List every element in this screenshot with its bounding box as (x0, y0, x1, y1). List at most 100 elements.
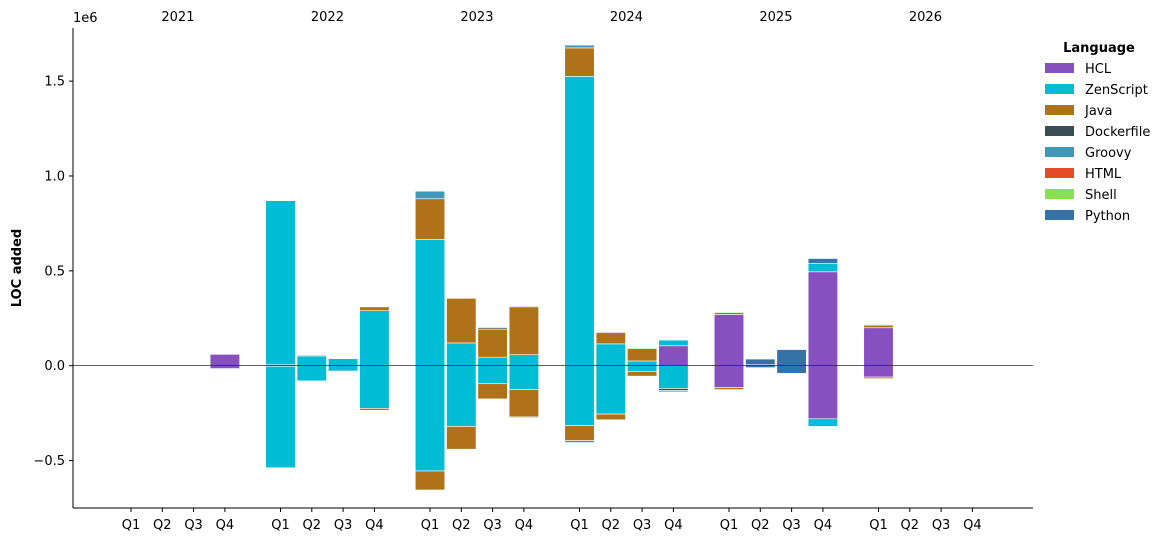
bar-segment-removed-zenscript (807, 418, 838, 427)
legend-item-zenscript: ZenScript (1045, 83, 1148, 98)
legend-title: Language (1063, 41, 1135, 56)
bar-segment-added-hcl (807, 271, 838, 367)
y-tick-label: −0.5 (33, 454, 65, 469)
bar-segment-added-java (564, 47, 595, 77)
year-label: 2026 (909, 10, 942, 25)
bar-segment-added-hcl (713, 314, 745, 367)
x-tick-label-q3: Q3 (932, 518, 951, 533)
bar-segment-removed-zenscript (328, 365, 359, 372)
bar-segment-added-shell (713, 311, 745, 313)
x-tick-label-q1: Q1 (869, 518, 888, 533)
bar-segment-added-zenscript (296, 355, 327, 367)
bar-2022-q3 (328, 358, 359, 372)
x-tick-label-q4: Q4 (216, 518, 235, 533)
bar-2023-q1 (414, 190, 446, 491)
legend-swatch (1045, 63, 1074, 73)
x-tick-label-q2: Q2 (452, 518, 471, 533)
bar-segment-removed-zenscript (414, 365, 446, 472)
bar-segment-removed-java (564, 425, 595, 441)
x-tick-label-q4: Q4 (365, 518, 384, 533)
bar-segment-removed-hcl (209, 365, 240, 369)
bar-segment-added-python (776, 349, 807, 367)
bar-segment-removed-zenscript (595, 365, 626, 415)
bar-segment-added-python (807, 258, 838, 264)
bar-2021-q4 (209, 354, 240, 369)
legend-item-python: Python (1045, 209, 1130, 224)
bar-2026-q1 (863, 324, 894, 379)
year-label: 2024 (610, 10, 643, 25)
bar-segment-removed-java (627, 371, 658, 377)
legend-label: HTML (1085, 167, 1122, 182)
legend-swatch (1045, 126, 1074, 136)
bar-segment-added-zenscript (328, 358, 359, 367)
bar-segment-removed-zenscript (446, 365, 477, 427)
y-tick-label: 1.5 (44, 75, 65, 90)
x-tick-label-q2: Q2 (901, 518, 920, 533)
x-tick-label-q1: Q1 (122, 518, 141, 533)
bar-segment-added-zenscript (508, 354, 539, 367)
bar-segment-removed-zenscript (296, 365, 327, 382)
legend-label: ZenScript (1085, 83, 1148, 98)
bar-segment-added-java (477, 329, 508, 358)
y-axis-label: LOC added (10, 229, 25, 307)
x-tick-label-q3: Q3 (782, 518, 801, 533)
legend-label: Shell (1085, 188, 1117, 203)
bar-segment-removed-groovy (658, 390, 689, 393)
bar-segment-added-java (446, 298, 477, 344)
bar-segment-added-zenscript (658, 339, 689, 347)
x-tick-label-q1: Q1 (720, 518, 739, 533)
bar-segment-added-groovy (414, 190, 446, 200)
bar-segment-added-zenscript (627, 360, 658, 367)
legend-label: Python (1085, 209, 1130, 224)
bar-2022-q1 (265, 200, 296, 469)
x-tick-label-q1: Q1 (570, 518, 589, 533)
x-tick-label-q2: Q2 (602, 518, 621, 533)
bar-segment-removed-java (595, 413, 626, 421)
legend-label: Groovy (1085, 146, 1132, 161)
legend-swatch (1045, 210, 1074, 220)
x-tick-label-q4: Q4 (515, 518, 534, 533)
bar-2023-q4 (508, 305, 539, 419)
legend-item-hcl: HCL (1045, 62, 1112, 77)
bar-2025-q1 (713, 311, 745, 391)
legend-label: Dockerfile (1085, 125, 1150, 140)
bar-segment-added-java (508, 306, 539, 356)
bar-segment-added-zenscript (564, 76, 595, 367)
legend-item-java: Java (1045, 104, 1112, 119)
bar-segment-added-shell (863, 324, 894, 326)
y-scale-label: 1e6 (73, 11, 98, 26)
bar-2022-q4 (359, 306, 390, 411)
bar-segment-added-dockerfile (508, 305, 539, 308)
bar-segment-removed-hcl (807, 365, 838, 420)
x-tick-label-q3: Q3 (334, 518, 353, 533)
year-label: 2025 (759, 10, 792, 25)
legend-swatch (1045, 105, 1074, 115)
legend-swatch (1045, 147, 1074, 157)
bar-segment-added-shell (627, 347, 658, 349)
x-tick-label-q2: Q2 (153, 518, 172, 533)
bar-2025-q3 (776, 349, 807, 374)
y-tick-label: 0.0 (44, 359, 65, 374)
legend-item-html: HTML (1045, 167, 1122, 182)
bar-segment-removed-zenscript (564, 365, 595, 426)
bar-segment-added-java (627, 348, 658, 362)
bar-2024-q4 (658, 339, 689, 393)
x-tick-label-q2: Q2 (751, 518, 770, 533)
bar-segment-added-zenscript (807, 262, 838, 273)
bar-segment-added-zenscript (414, 239, 446, 367)
bar-segment-added-dockerfile (296, 354, 327, 357)
x-tick-label-q1: Q1 (421, 518, 440, 533)
bar-segment-added-java (595, 332, 626, 345)
legend-item-dockerfile: Dockerfile (1045, 125, 1150, 140)
bar-segment-removed-zenscript (658, 365, 689, 389)
legend-swatch (1045, 168, 1074, 178)
axes (72, 28, 1033, 509)
x-tick-label-q3: Q3 (633, 518, 652, 533)
bar-segment-added-zenscript (477, 356, 508, 367)
x-tick-label-q4: Q4 (814, 518, 833, 533)
bar-segment-removed-zenscript (508, 365, 539, 390)
x-tick-label-q3: Q3 (483, 518, 502, 533)
legend-label: Java (1084, 104, 1112, 119)
bar-segment-removed-zenscript (265, 365, 296, 469)
bar-2025-q2 (745, 358, 776, 368)
